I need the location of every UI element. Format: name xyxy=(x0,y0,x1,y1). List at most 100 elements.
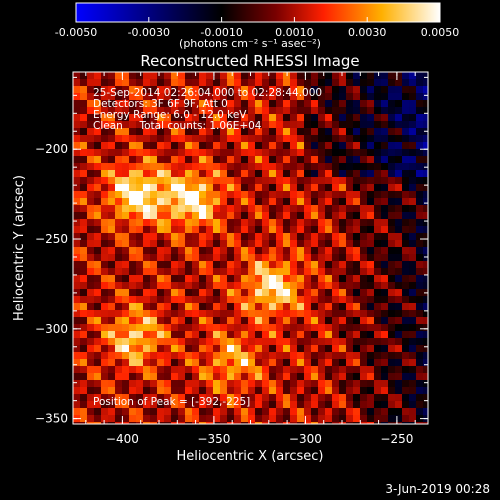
heatmap-cell xyxy=(220,422,228,424)
heatmap-cell xyxy=(206,219,214,227)
heatmap-cell xyxy=(241,261,249,269)
heatmap-cell xyxy=(234,226,242,234)
heatmap-cell xyxy=(220,128,228,136)
heatmap-cell xyxy=(206,114,214,122)
heatmap-cell xyxy=(185,331,193,339)
heatmap-cell xyxy=(101,72,109,80)
heatmap-cell xyxy=(255,191,263,199)
heatmap-cell xyxy=(318,184,326,192)
heatmap-cell xyxy=(143,240,151,248)
heatmap-cell xyxy=(311,79,319,87)
heatmap-cell xyxy=(353,345,361,353)
heatmap-cell xyxy=(416,275,424,283)
heatmap-cell xyxy=(157,345,165,353)
heatmap-cell xyxy=(136,268,144,276)
heatmap-cell xyxy=(325,177,333,185)
heatmap-cell xyxy=(388,156,396,164)
heatmap-cell xyxy=(402,247,410,255)
heatmap-cell xyxy=(241,247,249,255)
heatmap-cell xyxy=(122,233,130,241)
heatmap-cell xyxy=(346,352,354,360)
heatmap-cell xyxy=(248,128,256,136)
heatmap-cell xyxy=(325,219,333,227)
heatmap-cell xyxy=(150,380,158,388)
heatmap-cell xyxy=(94,317,102,325)
heatmap-cell xyxy=(269,401,277,409)
heatmap-cell xyxy=(297,268,305,276)
heatmap-cell xyxy=(192,114,200,122)
heatmap-cell xyxy=(283,191,291,199)
heatmap-cell xyxy=(409,317,417,325)
heatmap-cell xyxy=(423,261,428,269)
heatmap-cell xyxy=(157,401,165,409)
heatmap-cell xyxy=(346,72,354,80)
heatmap-cell xyxy=(381,212,389,220)
heatmap-cell xyxy=(353,324,361,332)
heatmap-cell xyxy=(185,275,193,283)
heatmap-cell xyxy=(157,331,165,339)
heatmap-cell xyxy=(94,310,102,318)
heatmap-cell xyxy=(143,121,151,129)
heatmap-cell xyxy=(332,247,340,255)
heatmap-cell xyxy=(185,352,193,360)
heatmap-cell xyxy=(269,212,277,220)
heatmap-cell xyxy=(367,135,375,143)
heatmap-cell xyxy=(136,163,144,171)
heatmap-cell xyxy=(73,149,81,157)
heatmap-cell xyxy=(122,387,130,395)
heatmap-cell xyxy=(255,170,263,178)
heatmap-cell xyxy=(129,268,137,276)
heatmap-cell xyxy=(220,198,228,206)
heatmap-cell xyxy=(374,380,382,388)
heatmap-cell xyxy=(122,198,130,206)
heatmap-cell xyxy=(388,142,396,150)
heatmap-cell xyxy=(213,142,221,150)
heatmap-cell xyxy=(206,387,214,395)
heatmap-cell xyxy=(122,100,130,108)
heatmap-cell xyxy=(318,394,326,402)
heatmap-cell xyxy=(241,219,249,227)
heatmap-cell xyxy=(353,338,361,346)
heatmap-cell xyxy=(318,296,326,304)
heatmap-cell xyxy=(360,303,368,311)
heatmap-cell xyxy=(262,261,270,269)
heatmap-cell xyxy=(143,261,151,269)
heatmap-cell xyxy=(339,226,347,234)
heatmap-cell xyxy=(325,331,333,339)
heatmap-cell xyxy=(178,142,186,150)
heatmap-cell xyxy=(213,310,221,318)
heatmap-cell xyxy=(332,177,340,185)
heatmap-cell xyxy=(318,408,326,416)
heatmap-cell xyxy=(87,149,95,157)
heatmap-cell xyxy=(381,219,389,227)
heatmap-cell xyxy=(199,184,207,192)
heatmap-cell xyxy=(199,233,207,241)
heatmap-cell xyxy=(262,114,270,122)
heatmap-cell xyxy=(346,177,354,185)
heatmap-cell xyxy=(346,331,354,339)
heatmap-cell xyxy=(388,261,396,269)
heatmap-cell xyxy=(283,394,291,402)
heatmap-cell xyxy=(248,275,256,283)
heatmap-cell xyxy=(367,359,375,367)
heatmap-cell xyxy=(178,422,186,424)
heatmap-cell xyxy=(73,373,81,381)
heatmap-cell xyxy=(297,128,305,136)
heatmap-cell xyxy=(290,282,298,290)
heatmap-cell xyxy=(416,261,424,269)
heatmap-cell xyxy=(199,317,207,325)
heatmap-cell xyxy=(255,247,263,255)
heatmap-cell xyxy=(241,149,249,157)
y-tick-label: −300 xyxy=(35,322,68,336)
heatmap-cell xyxy=(94,86,102,94)
heatmap-cell xyxy=(353,401,361,409)
heatmap-cell xyxy=(185,191,193,199)
heatmap-cell xyxy=(136,331,144,339)
heatmap-cell xyxy=(367,324,375,332)
heatmap-cell xyxy=(423,254,428,262)
heatmap-cell xyxy=(213,275,221,283)
heatmap-cell xyxy=(367,86,375,94)
heatmap-cell xyxy=(129,387,137,395)
heatmap-cell xyxy=(297,380,305,388)
heatmap-cell xyxy=(206,422,214,424)
